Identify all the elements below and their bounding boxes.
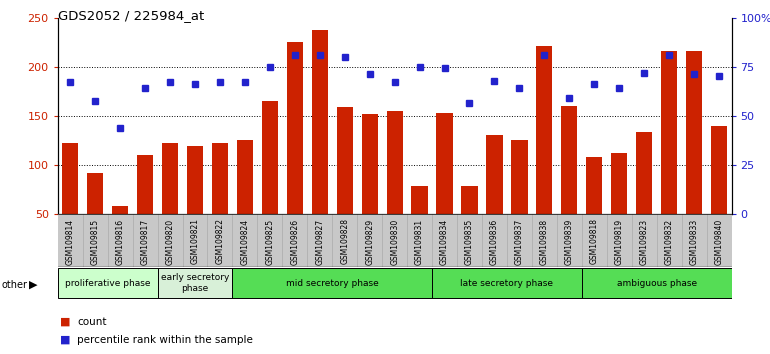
Text: GSM109834: GSM109834 — [440, 218, 449, 265]
Bar — [387, 111, 403, 214]
Text: GSM109814: GSM109814 — [65, 218, 75, 264]
Text: other: other — [2, 280, 28, 290]
Bar — [262, 101, 278, 214]
Text: GSM109836: GSM109836 — [490, 218, 499, 265]
Bar — [661, 51, 678, 214]
Bar — [58, 268, 158, 298]
Text: mid secretory phase: mid secretory phase — [286, 279, 379, 288]
Text: GSM109831: GSM109831 — [415, 218, 424, 264]
Text: GSM109818: GSM109818 — [590, 218, 599, 264]
Text: GSM109838: GSM109838 — [540, 218, 549, 264]
Bar — [536, 46, 552, 214]
Text: percentile rank within the sample: percentile rank within the sample — [77, 335, 253, 345]
Bar — [362, 114, 378, 214]
Text: GSM109815: GSM109815 — [91, 218, 99, 264]
Bar — [511, 139, 527, 214]
Text: count: count — [77, 317, 106, 327]
Text: GSM109826: GSM109826 — [290, 218, 300, 264]
Bar — [487, 135, 503, 214]
Text: GSM109837: GSM109837 — [515, 218, 524, 265]
Text: ambiguous phase: ambiguous phase — [617, 279, 697, 288]
Bar — [432, 268, 582, 298]
Text: GSM109820: GSM109820 — [166, 218, 175, 264]
Bar — [286, 42, 303, 214]
Bar — [582, 268, 732, 298]
Text: GSM109817: GSM109817 — [141, 218, 149, 264]
Text: GSM109824: GSM109824 — [240, 218, 249, 264]
Bar — [411, 186, 427, 214]
Bar — [62, 143, 79, 214]
Bar — [237, 141, 253, 214]
Text: early secretory
phase: early secretory phase — [161, 274, 229, 293]
Bar — [233, 268, 432, 298]
Text: GSM109830: GSM109830 — [390, 218, 399, 265]
Bar — [112, 206, 129, 214]
Text: GSM109829: GSM109829 — [365, 218, 374, 264]
Bar — [212, 143, 228, 214]
Text: GSM109819: GSM109819 — [614, 218, 624, 264]
Bar — [336, 107, 353, 214]
Text: ▶: ▶ — [29, 280, 38, 290]
Bar — [586, 157, 602, 214]
Bar — [312, 30, 328, 214]
Text: GSM109840: GSM109840 — [715, 218, 724, 265]
Bar — [611, 153, 628, 214]
Text: GSM109833: GSM109833 — [690, 218, 698, 265]
Text: GSM109839: GSM109839 — [565, 218, 574, 265]
Bar — [686, 51, 702, 214]
Bar — [561, 106, 578, 214]
Text: GSM109835: GSM109835 — [465, 218, 474, 265]
Bar — [437, 113, 453, 214]
Text: ■: ■ — [60, 335, 71, 345]
Text: ■: ■ — [60, 317, 71, 327]
Text: GSM109822: GSM109822 — [216, 218, 224, 264]
Bar — [461, 186, 477, 214]
Bar — [711, 126, 727, 214]
Bar — [158, 268, 233, 298]
Text: proliferative phase: proliferative phase — [65, 279, 150, 288]
Text: GSM109828: GSM109828 — [340, 218, 350, 264]
Bar — [187, 147, 203, 214]
Text: GSM109816: GSM109816 — [116, 218, 125, 264]
Bar — [636, 132, 652, 214]
Text: GSM109825: GSM109825 — [266, 218, 274, 264]
Bar — [162, 143, 178, 214]
Text: GDS2052 / 225984_at: GDS2052 / 225984_at — [58, 9, 204, 22]
Bar — [137, 155, 153, 214]
Text: GSM109832: GSM109832 — [665, 218, 674, 264]
Text: GSM109827: GSM109827 — [315, 218, 324, 264]
Text: late secretory phase: late secretory phase — [460, 279, 554, 288]
Text: GSM109823: GSM109823 — [640, 218, 648, 264]
Bar — [87, 173, 103, 214]
Text: GSM109821: GSM109821 — [190, 218, 199, 264]
